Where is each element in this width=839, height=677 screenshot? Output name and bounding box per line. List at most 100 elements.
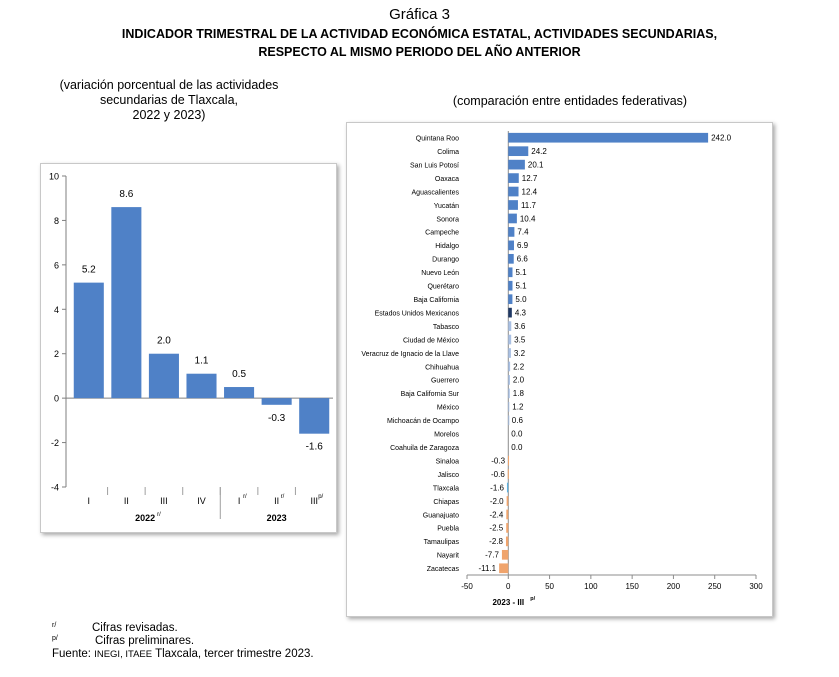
data-label: 10.4 bbox=[520, 214, 536, 223]
x-tick-label: II bbox=[274, 496, 279, 506]
y-tick-label: 10 bbox=[49, 172, 59, 182]
x-tick-label: 100 bbox=[584, 582, 598, 591]
bar bbox=[508, 348, 511, 358]
category-label: Tabasco bbox=[433, 324, 459, 331]
data-label: -0.3 bbox=[268, 413, 286, 424]
data-label: 2.0 bbox=[157, 336, 171, 347]
figure-number: Gráfica 3 bbox=[389, 6, 450, 23]
category-label: Zacatecas bbox=[427, 566, 460, 573]
data-label: 6.9 bbox=[517, 241, 529, 250]
category-label: Estados Unidos Mexicanos bbox=[375, 310, 460, 317]
data-label: 12.7 bbox=[522, 174, 538, 183]
bar bbox=[508, 401, 510, 412]
data-label: 1.1 bbox=[195, 356, 209, 367]
bar bbox=[508, 146, 529, 157]
data-label: 1.8 bbox=[513, 389, 525, 398]
category-label: Ciudad de México bbox=[403, 337, 459, 344]
source-note: Fuente: INEGI, ITAEE Tlaxcala, tercer tr… bbox=[52, 648, 452, 660]
group-label: 2023 bbox=[267, 513, 287, 523]
data-label: 242.0 bbox=[711, 134, 732, 143]
preliminary-note: p/ Cifras preliminares. bbox=[52, 635, 312, 649]
category-label: Tamaulipas bbox=[424, 539, 460, 546]
category-label: Colima bbox=[437, 149, 459, 156]
category-label: Chihuahua bbox=[425, 364, 459, 371]
revised-text: Cifras revisadas. bbox=[92, 622, 178, 634]
left-subtitle-line-2: secundarias de Tlaxcala, bbox=[99, 93, 239, 107]
category-label: Durango bbox=[432, 257, 459, 264]
data-label: -1.6 bbox=[306, 442, 324, 453]
category-label: Quintana Roo bbox=[416, 136, 459, 143]
bar bbox=[261, 398, 292, 405]
group-superscript: r/ bbox=[157, 512, 161, 518]
quarterly-bar-chart: -4 -2 0 2 4 6 8 10 5.2 I 8.6 II 2.0 III 1.1 IV 0.5 I r/ -0.… bbox=[49, 172, 333, 523]
data-label: 6.6 bbox=[517, 255, 529, 264]
bar bbox=[508, 227, 515, 237]
x-tick-label: I bbox=[238, 496, 241, 506]
data-label: -2.0 bbox=[490, 497, 504, 506]
data-label: 3.2 bbox=[514, 349, 526, 358]
bar bbox=[224, 387, 255, 399]
x-tick-superscript: p/ bbox=[318, 494, 323, 500]
bar bbox=[499, 563, 509, 574]
category-label: Coahuila de Zaragoza bbox=[390, 445, 459, 452]
preliminary-text: Cifras preliminares. bbox=[95, 635, 195, 647]
x-tick-label: I bbox=[88, 496, 91, 506]
data-label: -11.1 bbox=[478, 564, 496, 573]
data-label: 0.0 bbox=[511, 430, 523, 439]
category-label: Puebla bbox=[437, 526, 459, 533]
source-rest: Tlaxcala, tercer trimestre 2023. bbox=[152, 648, 314, 660]
x-tick-superscript: r/ bbox=[243, 494, 247, 500]
data-label: 0.5 bbox=[232, 369, 246, 380]
data-label: 7.4 bbox=[517, 228, 529, 237]
category-label: San Luis Potosí bbox=[410, 162, 459, 169]
data-label: 1.2 bbox=[512, 403, 524, 412]
bar bbox=[508, 307, 512, 318]
chart-title-line-2: RESPECTO AL MISMO PERIODO DEL AÑO ANTERI… bbox=[258, 45, 581, 59]
x-axis-title-superscript: p/ bbox=[530, 596, 535, 602]
bar bbox=[506, 523, 509, 533]
data-label: -7.7 bbox=[485, 551, 499, 560]
bar bbox=[506, 482, 509, 493]
revised-mark: r/ bbox=[52, 622, 57, 629]
data-label: -0.6 bbox=[491, 470, 505, 479]
data-label: 2.2 bbox=[513, 362, 525, 371]
bar bbox=[508, 240, 514, 251]
bar bbox=[111, 207, 142, 399]
bar bbox=[508, 415, 510, 426]
bar bbox=[508, 361, 511, 372]
bar bbox=[299, 398, 330, 434]
y-tick-label: 8 bbox=[54, 216, 59, 226]
x-tick-label: 150 bbox=[625, 582, 639, 591]
data-label: -2.4 bbox=[490, 510, 504, 519]
y-tick-label: -2 bbox=[51, 438, 59, 448]
category-label: Chiapas bbox=[433, 499, 459, 506]
category-label: Baja California Sur bbox=[401, 391, 460, 398]
bar bbox=[508, 334, 512, 345]
x-tick-label: -50 bbox=[461, 582, 473, 591]
x-tick-superscript: r/ bbox=[281, 494, 285, 500]
bar bbox=[508, 455, 510, 466]
bar bbox=[506, 509, 509, 520]
category-label: Yucatán bbox=[434, 203, 459, 210]
data-label: 5.2 bbox=[82, 265, 96, 276]
bar bbox=[507, 469, 509, 479]
bar bbox=[508, 280, 513, 291]
x-tick-label: IV bbox=[197, 496, 206, 506]
data-label: -2.5 bbox=[489, 524, 503, 533]
data-label: 8.6 bbox=[119, 189, 133, 200]
chart-title-line-1: INDICADOR TRIMESTRAL DE LA ACTIVIDAD ECO… bbox=[121, 27, 718, 41]
category-label: Sonora bbox=[436, 216, 459, 223]
bar bbox=[508, 159, 525, 170]
x-tick-label: II bbox=[124, 496, 129, 506]
source-agencies: INEGI, ITAEE bbox=[94, 649, 153, 660]
right-chart-subtitle: (comparación entre entidades federativas… bbox=[452, 94, 688, 108]
right-chart-panel: -50 0 50 100 150 200 250 300 2023 - III p/Quintan… bbox=[346, 122, 773, 617]
bar bbox=[508, 294, 513, 305]
group-label: 2022 bbox=[135, 513, 155, 523]
data-label: 5.1 bbox=[515, 282, 527, 291]
x-tick-label: 0 bbox=[506, 582, 511, 591]
category-label: Baja California bbox=[413, 297, 459, 304]
bar bbox=[508, 375, 510, 385]
revised-note: r/ Cifras revisadas. bbox=[52, 622, 312, 636]
category-label: Hidalgo bbox=[435, 243, 459, 250]
